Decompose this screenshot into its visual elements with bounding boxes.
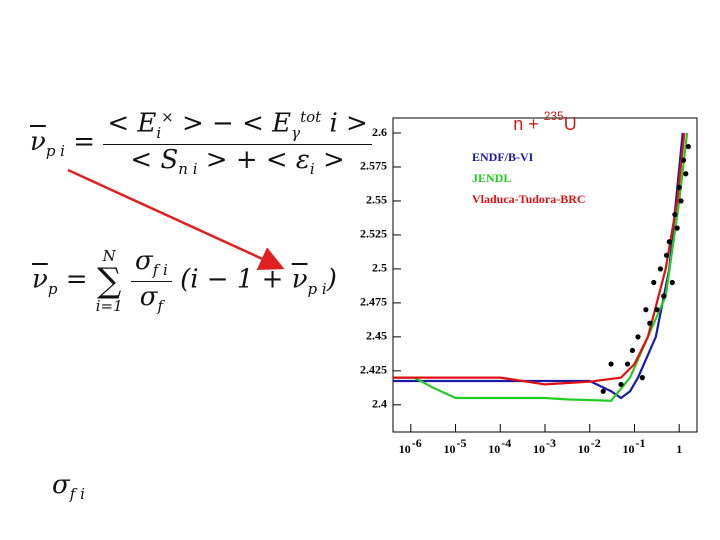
eq-sub: p i: [307, 279, 327, 298]
eq-sub: i: [156, 123, 162, 142]
eq-part: N: [102, 246, 116, 265]
eq-sub: f: [157, 297, 164, 316]
data-point: [685, 143, 691, 150]
legend-entry: ENDF/B-VI: [472, 150, 534, 164]
eq-part: i=1: [95, 296, 123, 315]
eq-fraction: σf i σf: [130, 246, 172, 316]
eq-part: i >: [329, 108, 368, 139]
eq-sub: f i: [69, 485, 85, 504]
eq-part: ): [326, 264, 337, 295]
data-point: [672, 211, 678, 218]
data-point: [629, 347, 636, 354]
eq-sub: f i: [152, 261, 168, 280]
data-point: [674, 225, 680, 231]
legend-entry: Vladuca-Tudora-BRC: [472, 192, 586, 206]
eq-sup: ×: [161, 108, 174, 126]
equation-1: νp i = < Ei× > − < Eγtot i > < Sn i > + …: [30, 108, 372, 178]
x-tick-label: 10: [488, 442, 500, 456]
data-point: [666, 239, 672, 245]
data-point: [651, 279, 657, 286]
eq-sum: N ∑ i=1: [95, 246, 123, 315]
eq-fraction: < Ei× > − < Eγtot i > < Sn i > + < εi >: [103, 108, 372, 178]
x-tick-label: 10: [399, 442, 411, 456]
arrow: [67, 168, 285, 271]
data-point: [676, 184, 682, 190]
data-point: [661, 293, 667, 299]
data-point: [654, 307, 660, 313]
eq-symbol: σ: [52, 470, 70, 500]
data-point: [647, 320, 653, 326]
data-point: [669, 279, 675, 286]
y-tick-label: 2.575: [360, 159, 387, 173]
eq-part: σ: [139, 282, 158, 313]
y-tick-label: 2.4: [372, 397, 387, 411]
data-point: [639, 375, 645, 381]
title-part: 235: [544, 109, 564, 123]
x-tick-label: 10: [622, 442, 634, 456]
y-tick-label: 2.425: [360, 363, 387, 377]
data-point: [600, 388, 606, 394]
eq-part: >: [322, 144, 345, 175]
data-point: [663, 252, 670, 258]
chart-title: n + 235U: [513, 109, 577, 134]
x-tick-exponent: -1: [635, 436, 645, 450]
x-tick-label: 10: [444, 442, 456, 456]
y-tick-label: 2.55: [366, 193, 387, 207]
eq-sup: tot: [300, 108, 322, 126]
x-tick-label: 1: [676, 442, 682, 456]
data-point: [683, 171, 689, 177]
data-point: [680, 157, 687, 163]
data-point: [608, 361, 614, 367]
eq-part: > + < ε: [205, 144, 310, 175]
y-tick-label: 2.475: [360, 295, 387, 309]
y-tick-label: 2.525: [360, 227, 387, 241]
eq-sub: p i: [45, 142, 65, 161]
eq-symbol: ν: [30, 127, 46, 158]
x-tick-exponent: -2: [591, 436, 601, 450]
eq-op: =: [65, 264, 88, 295]
eq-part: σ: [134, 246, 153, 276]
title-part: U: [564, 114, 577, 134]
x-tick-exponent: -3: [546, 436, 556, 450]
data-point: [618, 381, 624, 388]
data-point: [624, 361, 631, 367]
data-point: [643, 307, 649, 313]
y-tick-label: 2.6: [372, 125, 387, 139]
data-point: [657, 266, 664, 272]
x-tick-exponent: -6: [412, 436, 422, 450]
eq-symbol: ν: [32, 264, 48, 295]
eq-sub: i: [309, 160, 315, 179]
eq-sub: γ: [291, 123, 301, 142]
equation-3: σf i: [52, 470, 85, 503]
series-line: [393, 132, 686, 386]
data-point: [678, 198, 684, 204]
data-point: [635, 334, 641, 340]
eq-sub: p: [47, 279, 58, 298]
eq-part: > − < E: [182, 108, 292, 139]
eq-part: < S: [130, 144, 179, 175]
y-tick-label: 2.45: [366, 329, 387, 343]
x-tick-exponent: -5: [457, 436, 467, 450]
x-tick-label: 10: [533, 442, 545, 456]
eq-op: =: [73, 127, 96, 158]
x-tick-exponent: -4: [501, 436, 511, 450]
y-tick-label: 2.5: [372, 261, 387, 275]
series-line: [393, 132, 689, 402]
legend-entry: JENDL: [472, 171, 511, 185]
x-tick-label: 10: [578, 442, 590, 456]
eq-symbol: ν: [291, 264, 308, 295]
eq-sub: n i: [178, 160, 198, 179]
title-part: n +: [513, 114, 544, 134]
eq-part: < E: [107, 108, 157, 139]
